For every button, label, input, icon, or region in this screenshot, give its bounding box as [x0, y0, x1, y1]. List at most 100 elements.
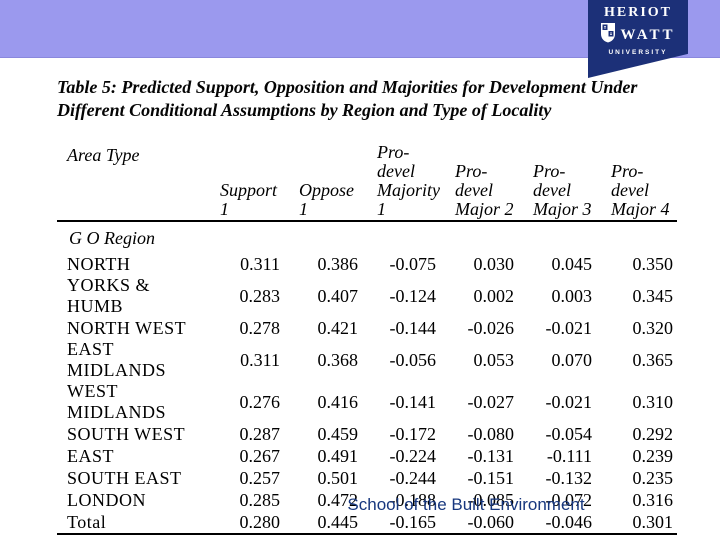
col-header-prodevel-major-4: Pro- devel Major 4	[596, 130, 677, 222]
cell-value: -0.144	[389, 317, 437, 338]
cell-value: 0.285	[239, 489, 281, 510]
header-row: Area Type Support 1 Oppose 1 Pro- devel …	[57, 130, 677, 222]
row-label: Total	[57, 511, 205, 535]
cell-value: 0.278	[239, 317, 281, 338]
cell-value: 0.311	[240, 349, 280, 370]
cell-value: 0.257	[239, 467, 281, 488]
cell-value: -0.224	[389, 445, 437, 466]
col-header-prodevel-major-2: Pro- devel Major 2	[440, 130, 518, 222]
cell-value: -0.132	[545, 467, 593, 488]
table-row: Total 0.280 0.445 -0.165 -0.060 -0.046 0.301	[57, 511, 677, 535]
cell-value: -0.072	[545, 489, 593, 510]
row-label: NORTH	[67, 253, 131, 274]
cell-value: 0.311	[240, 253, 280, 274]
university-logo: HERIOT WATT UNIVERSITY	[588, 0, 688, 78]
logo-heriot-text: HERIOT	[603, 5, 672, 20]
row-label: NORTH WEST	[67, 317, 187, 338]
cell-value: 0.386	[317, 253, 359, 274]
cell-value: -0.080	[467, 423, 515, 444]
cell-value: -0.054	[545, 423, 593, 444]
cell-value: -0.075	[389, 253, 437, 274]
group-label: G O Region	[69, 228, 155, 248]
cell-value: 0.287	[239, 423, 281, 444]
cell-value: -0.026	[467, 317, 515, 338]
table-row: SOUTH WEST 0.287 0.459 -0.172 -0.080 -0.054 0.…	[57, 423, 677, 445]
cell-value: -0.111	[546, 445, 592, 466]
cell-value: 0.053	[473, 349, 515, 370]
cell-value: 0.365	[632, 349, 674, 370]
cell-value: -0.131	[467, 445, 515, 466]
cell-value: 0.368	[317, 349, 359, 370]
row-label: SOUTH EAST	[67, 467, 182, 488]
cell-value: 0.280	[205, 511, 284, 535]
row-label: EAST	[67, 445, 114, 466]
cell-value: -0.056	[389, 349, 437, 370]
slide-title: Table 5: Predicted Support, Opposition a…	[57, 76, 677, 122]
table-row: EAST MIDLANDS 0.311 0.368 -0.056 0.053 0.070 0…	[57, 339, 677, 381]
cell-value: 0.310	[632, 391, 674, 412]
cell-value: 0.472	[317, 489, 359, 510]
cell-value: -0.165	[362, 511, 440, 535]
cell-value: 0.235	[632, 467, 674, 488]
cell-value: 0.301	[596, 511, 677, 535]
cell-value: 0.345	[632, 285, 674, 306]
cell-value: -0.124	[389, 285, 437, 306]
footer-text: School of the Built Environment	[347, 495, 585, 514]
data-table: Area Type Support 1 Oppose 1 Pro- devel …	[57, 130, 677, 535]
col-header-oppose-1: Oppose 1	[284, 130, 362, 222]
cell-value: 0.421	[317, 317, 359, 338]
row-label: EAST MIDLANDS	[67, 339, 167, 380]
cell-value: 0.491	[317, 445, 359, 466]
cell-value: 0.407	[317, 285, 359, 306]
cell-value: -0.141	[389, 391, 437, 412]
table-row: SOUTH EAST 0.257 0.501 -0.244 -0.151 -0.132 0.…	[57, 467, 677, 489]
cell-value: 0.030	[473, 253, 515, 274]
table-body: NORTH 0.311 0.386 -0.075 0.030 0.045 0.350 YORK…	[57, 253, 677, 535]
group-row: G O Region	[57, 221, 677, 253]
cell-value: 0.003	[551, 285, 593, 306]
table-row: NORTH WEST 0.278 0.421 -0.144 -0.026 -0.021 0.…	[57, 317, 677, 339]
cell-value: -0.244	[389, 467, 437, 488]
cell-value: 0.283	[239, 285, 281, 306]
table-row: EAST 0.267 0.491 -0.224 -0.131 -0.111 0.239	[57, 445, 677, 467]
cell-value: 0.459	[317, 423, 359, 444]
cell-value: 0.070	[551, 349, 593, 370]
table-row: YORKS & HUMB 0.283 0.407 -0.124 0.002 0.003 0.…	[57, 275, 677, 317]
col-header-area-type: Area Type	[57, 130, 205, 222]
row-label: YORKS & HUMB	[67, 275, 151, 316]
cell-value: -0.060	[440, 511, 518, 535]
cell-value: 0.045	[551, 253, 593, 274]
cell-value: -0.021	[545, 391, 593, 412]
cell-value: 0.002	[473, 285, 515, 306]
logo-university-text: UNIVERSITY	[608, 49, 668, 56]
cell-value: 0.416	[317, 391, 359, 412]
row-label: LONDON	[67, 489, 146, 510]
title-line-2: Different Conditional Assumptions by Reg…	[57, 100, 552, 120]
table-row: WEST MIDLANDS 0.276 0.416 -0.141 -0.027 -0.02…	[57, 381, 677, 423]
cell-value: 0.445	[284, 511, 362, 535]
cell-value: 0.239	[632, 445, 674, 466]
cell-value: 0.267	[239, 445, 281, 466]
cell-value: 0.316	[632, 489, 674, 510]
cell-value: 0.501	[317, 467, 359, 488]
table-row: LONDON 0.285 0.472 -0.188 -0.085 -0.072 0.316	[57, 489, 677, 511]
cell-value: -0.021	[545, 317, 593, 338]
crest-shield-icon	[600, 22, 616, 48]
cell-value: 0.292	[632, 423, 674, 444]
table-row: NORTH 0.311 0.386 -0.075 0.030 0.045 0.350	[57, 253, 677, 275]
col-header-prodevel-major-3: Pro-devel Major 3	[518, 130, 596, 222]
col-header-support-1: Support 1	[205, 130, 284, 222]
cell-value: -0.188	[389, 489, 437, 510]
cell-value: 0.350	[632, 253, 674, 274]
cell-value: 0.276	[239, 391, 281, 412]
cell-value: 0.320	[632, 317, 674, 338]
row-label: SOUTH WEST	[67, 423, 186, 444]
cell-value: -0.151	[467, 467, 515, 488]
cell-value: -0.027	[467, 391, 515, 412]
cell-value: -0.172	[389, 423, 437, 444]
row-label: WEST MIDLANDS	[67, 381, 167, 422]
title-line-1: Table 5: Predicted Support, Opposition a…	[57, 77, 638, 97]
cell-value: -0.085	[467, 489, 515, 510]
cell-value: -0.046	[518, 511, 596, 535]
